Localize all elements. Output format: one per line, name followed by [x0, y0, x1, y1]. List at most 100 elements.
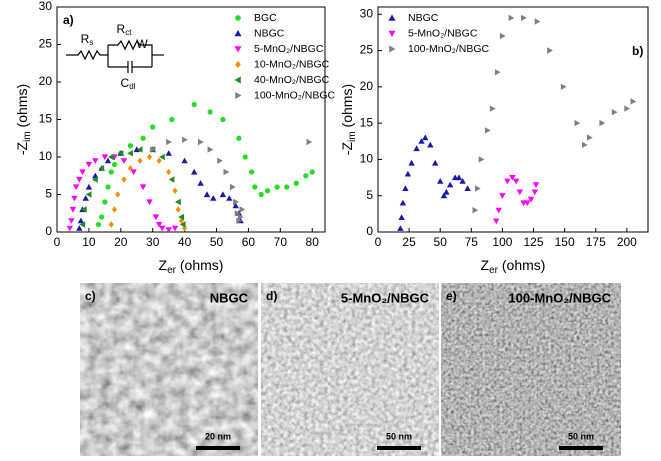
data-point	[191, 101, 197, 108]
text-part: (ohms)	[176, 257, 223, 273]
data-point	[413, 145, 420, 152]
x-tick-label: 80	[306, 235, 320, 249]
y-tick-label: 25	[360, 43, 374, 57]
data-point	[427, 141, 434, 148]
y-axis-label: -Zim (ohms)	[14, 84, 33, 155]
scale-bar	[559, 446, 603, 450]
data-point	[508, 14, 515, 22]
data-point	[165, 227, 172, 233]
data-point	[108, 153, 114, 161]
data-point	[237, 213, 244, 221]
data-point	[440, 192, 448, 199]
data-point	[532, 182, 540, 188]
data-point	[258, 191, 264, 198]
data-point	[309, 169, 315, 175]
x-tick-label: 70	[274, 235, 288, 249]
data-point	[611, 109, 618, 116]
text-part: dl	[129, 82, 135, 91]
data-point	[127, 150, 133, 157]
data-point	[150, 124, 156, 130]
data-point	[171, 225, 179, 232]
data-point	[512, 178, 520, 185]
x-tick-label: 125	[524, 235, 544, 249]
scale-bar	[196, 446, 240, 450]
text-part: (ohms)	[14, 84, 30, 131]
data-point	[547, 47, 553, 54]
data-point	[76, 176, 83, 183]
data-point	[182, 136, 188, 143]
y-axis-label: -Zim (ohms)	[339, 84, 358, 155]
data-point	[82, 195, 89, 201]
data-point	[464, 185, 471, 191]
data-point	[147, 153, 153, 161]
x-tick-label: 30	[146, 235, 160, 249]
data-point	[203, 191, 211, 198]
data-point	[66, 225, 73, 232]
data-point	[166, 168, 172, 176]
y-tick-label: 0	[366, 224, 373, 238]
x-tick-label: 40	[178, 235, 192, 249]
data-point	[249, 169, 255, 175]
data-point	[397, 225, 404, 231]
data-point	[68, 218, 75, 224]
panel-title: 5-MnO₂/NBGC	[341, 290, 430, 305]
legend-label: 5-MnO₂/NBGC	[254, 43, 324, 55]
legend-marker	[235, 15, 241, 21]
legend-marker	[234, 30, 242, 37]
y-tick-label: 30	[360, 6, 374, 20]
circuit	[66, 39, 164, 73]
data-point	[599, 119, 606, 127]
text-part: ct	[125, 28, 132, 37]
data-point	[236, 217, 243, 224]
x-tick-label: 150	[555, 235, 575, 249]
text-part: im	[347, 131, 358, 142]
data-point	[178, 213, 184, 221]
data-point	[404, 170, 412, 177]
data-point	[80, 206, 87, 213]
data-point	[494, 69, 501, 76]
data-point	[155, 221, 163, 228]
y-tick-label: 20	[39, 74, 53, 88]
data-point	[115, 191, 121, 198]
data-point	[499, 193, 506, 199]
data-point	[159, 225, 166, 232]
text-part: s	[89, 38, 93, 47]
data-point	[234, 210, 241, 217]
y-tick-label: 25	[39, 37, 53, 51]
data-point	[139, 184, 147, 191]
scale-label: 50 nm	[568, 431, 594, 441]
text-part: -Z	[339, 141, 355, 155]
data-point	[587, 134, 593, 141]
data-point	[207, 146, 214, 153]
data-point	[127, 165, 133, 172]
data-point	[418, 138, 425, 144]
data-point	[489, 105, 496, 112]
data-point	[127, 143, 133, 149]
data-point	[226, 195, 233, 201]
y-tick-label: 10	[360, 152, 374, 166]
data-point	[71, 195, 78, 202]
circuit-label: Rs	[81, 32, 94, 47]
data-point	[402, 185, 409, 191]
data-point	[159, 153, 165, 161]
text-part: R	[81, 32, 90, 46]
legend-label: NBGC	[408, 12, 439, 24]
y-tick-label: 0	[45, 224, 52, 238]
data-point	[422, 134, 429, 141]
data-point	[293, 180, 299, 186]
legend-marker	[235, 61, 241, 68]
scale-label: 20 nm	[205, 431, 231, 441]
y-tick-label: 15	[39, 112, 53, 126]
x-tick-label: 60	[242, 235, 256, 249]
data-point	[210, 195, 217, 201]
data-point	[85, 183, 93, 190]
data-point	[111, 161, 118, 168]
data-point	[207, 109, 213, 115]
legend-label: NBGC	[254, 27, 285, 39]
data-point	[521, 14, 527, 22]
data-point	[493, 218, 500, 225]
tem-image	[441, 283, 621, 456]
y-tick-label: 30	[39, 0, 53, 13]
panel-title: NBGC	[210, 290, 249, 305]
